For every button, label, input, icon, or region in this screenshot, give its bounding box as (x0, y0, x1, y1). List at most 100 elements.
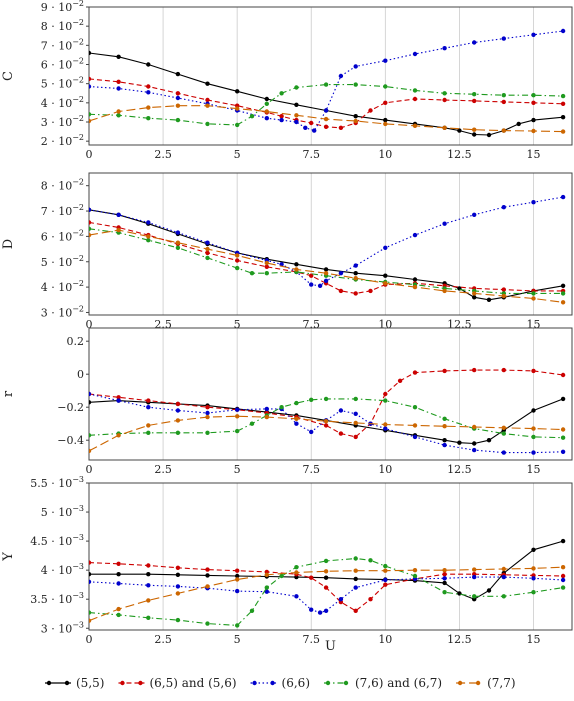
x-tick-label: 12.5 (447, 463, 472, 476)
panel-r: 0.2 0 −0.2 −0.4 0 2.5 5 7.5 10 12.5 15 r (1, 327, 573, 476)
x-tick-label: 0 (86, 463, 93, 476)
series-line-6-5-and-5-6 (89, 369, 564, 438)
x-tick-label: 5 (234, 463, 241, 476)
legend-marker (138, 680, 143, 686)
data-point (353, 291, 358, 296)
data-point (531, 32, 536, 37)
data-point (116, 398, 121, 403)
data-point (146, 398, 151, 403)
data-point (531, 296, 536, 301)
data-point (531, 93, 536, 98)
data-point (353, 568, 358, 573)
data-point (89, 207, 92, 212)
data-point (323, 124, 329, 129)
y-tick-label: 0 (77, 368, 84, 381)
data-point (116, 612, 121, 618)
data-point (89, 50, 92, 56)
y-tick-label: 4.5 · 10−3 (30, 533, 84, 548)
data-point (338, 288, 344, 294)
data-point (146, 116, 151, 121)
data-point (472, 92, 477, 97)
legend-marker (475, 680, 481, 686)
data-point (412, 51, 418, 57)
data-point (235, 253, 240, 258)
y-axis-label: D (1, 239, 16, 249)
y-axis-label: C (1, 71, 16, 81)
data-point (175, 418, 181, 423)
data-point (397, 378, 403, 383)
data-point (323, 585, 329, 590)
data-point (146, 105, 151, 110)
legend-label: (7,6) and (6,7) (355, 676, 442, 690)
data-point (309, 607, 314, 612)
data-point (116, 86, 121, 91)
data-point (146, 84, 151, 89)
series-group (89, 367, 566, 455)
plot-frame (88, 327, 573, 461)
data-point (175, 71, 181, 77)
data-point (294, 565, 299, 570)
data-point (264, 271, 269, 276)
data-point (205, 255, 210, 261)
data-point (116, 606, 121, 612)
data-point (560, 28, 566, 34)
data-point (146, 90, 151, 95)
data-point (264, 414, 269, 420)
data-point (560, 538, 566, 544)
data-point (368, 108, 373, 113)
data-point (338, 431, 344, 436)
data-point (146, 423, 151, 428)
data-point (516, 121, 521, 127)
data-point (442, 416, 447, 421)
data-point (146, 62, 151, 67)
data-point (486, 588, 492, 593)
data-point (560, 194, 566, 200)
data-point (146, 220, 151, 225)
data-point (235, 265, 240, 271)
data-point (412, 573, 418, 579)
data-point (89, 112, 92, 117)
data-point (205, 121, 210, 127)
data-point (279, 573, 284, 579)
data-point (383, 245, 388, 250)
data-point (235, 122, 240, 128)
data-point (317, 610, 323, 615)
data-point (353, 420, 358, 426)
data-point (442, 368, 447, 374)
data-point (175, 565, 181, 570)
data-point (560, 585, 566, 590)
data-point (501, 594, 506, 599)
data-point (323, 116, 329, 122)
data-point (205, 81, 210, 86)
data-point (353, 82, 358, 87)
data-point (309, 397, 314, 402)
data-point (412, 434, 418, 440)
data-point (303, 125, 308, 130)
data-point (235, 89, 240, 94)
data-point (146, 615, 151, 620)
series-line-7-7 (89, 566, 564, 622)
data-point (383, 58, 388, 63)
data-point (175, 401, 181, 407)
data-point (353, 608, 358, 613)
data-point (472, 447, 477, 453)
data-point (89, 433, 92, 438)
data-point (116, 395, 121, 400)
data-point (323, 278, 329, 283)
plot-frame (88, 482, 573, 631)
data-point (442, 221, 447, 226)
y-tick-label: 5 · 10−3 (41, 504, 84, 519)
data-point (205, 410, 210, 416)
data-point (368, 558, 373, 563)
data-point (472, 127, 477, 132)
data-point (353, 114, 358, 119)
series-line-6-6 (89, 30, 564, 132)
data-point (249, 114, 255, 119)
data-point (249, 271, 255, 276)
data-point (235, 106, 240, 111)
data-point (175, 91, 181, 96)
y-tick-label: 5.5 · 10−3 (30, 475, 84, 490)
data-point (249, 421, 255, 426)
data-point (323, 396, 329, 402)
